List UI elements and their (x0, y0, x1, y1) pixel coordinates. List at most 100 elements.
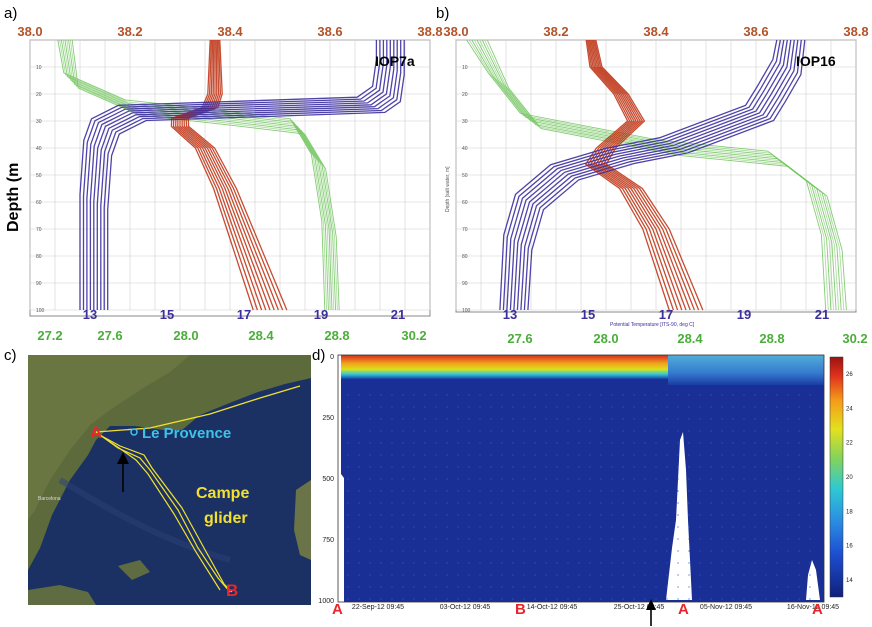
heatmap-sample-dot (358, 526, 360, 528)
salinity-tick-label: 38.2 (543, 24, 568, 39)
depth-tick-label: 10 (462, 65, 468, 71)
heatmap-sample-dot (798, 442, 800, 444)
map-corsica (294, 480, 311, 560)
heatmap-sample-dot (380, 430, 382, 432)
heatmap-sample-dot (556, 394, 558, 396)
heatmap-sample-dot (721, 550, 723, 552)
heatmap-sample-dot (600, 478, 602, 480)
heatmap-sample-dot (798, 478, 800, 480)
heatmap-sample-dot (391, 478, 393, 480)
heatmap-sample-dot (754, 418, 756, 420)
heatmap-sample-dot (743, 490, 745, 492)
heatmap-sample-dot (710, 550, 712, 552)
salinity-profile-line (591, 39, 691, 311)
heatmap-sample-dot (688, 574, 690, 576)
heatmap-sample-dot (732, 466, 734, 468)
temperature-tick-label: 17 (659, 307, 673, 322)
heatmap-sample-dot (391, 514, 393, 516)
heatmap-sample-dot (743, 406, 745, 408)
heatmap-sample-dot (655, 418, 657, 420)
heatmap-sample-dot (446, 502, 448, 504)
heatmap-sample-dot (501, 406, 503, 408)
heatmap-sample-dot (699, 598, 701, 600)
density-profile-line (484, 39, 845, 311)
panel-a-depth-ticks: 10 20 30 40 50 60 70 80 90 100 (36, 65, 45, 314)
temperature-tick-label: 21 (815, 307, 829, 322)
heatmap-sample-dot (743, 418, 745, 420)
density-tick-label: 30.2 (842, 331, 867, 346)
heatmap-sample-dot (798, 418, 800, 420)
heatmap-sample-dot (457, 430, 459, 432)
heatmap-sample-dot (391, 562, 393, 564)
heatmap-sample-dot (567, 490, 569, 492)
map-le-provence-label: Le Provence (142, 425, 231, 442)
heatmap-sample-dot (468, 598, 470, 600)
heatmap-sample-dot (798, 490, 800, 492)
heatmap-sample-dot (391, 442, 393, 444)
heatmap-sample-dot (391, 574, 393, 576)
heatmap-sample-dot (545, 562, 547, 564)
heatmap-sample-dot (721, 418, 723, 420)
heatmap-sample-dot (699, 490, 701, 492)
map-glider-label: glider (204, 510, 248, 527)
heatmap-sample-dot (655, 454, 657, 456)
heatmap-sample-dot (578, 502, 580, 504)
heatmap-sample-dot (512, 502, 514, 504)
heatmap-sample-dot (523, 394, 525, 396)
heatmap-sample-dot (688, 562, 690, 564)
heatmap-sample-dot (523, 430, 525, 432)
heatmap-sample-dot (633, 550, 635, 552)
heatmap-sample-dot (754, 454, 756, 456)
heatmap-arrow-head (646, 599, 656, 610)
heatmap-sample-dot (556, 502, 558, 504)
heatmap-sample-dot (347, 466, 349, 468)
heatmap-sample-dot (534, 514, 536, 516)
heatmap-sample-dot (424, 442, 426, 444)
heatmap-sample-dot (699, 466, 701, 468)
heatmap-sample-dot (809, 598, 811, 600)
heatmap-sample-dot (556, 406, 558, 408)
heatmap-sample-dot (501, 490, 503, 492)
panel-a-ylabel: Depth (m (5, 163, 22, 232)
temperature-profile-line (93, 40, 391, 310)
heatmap-sample-dot (699, 442, 701, 444)
heatmap-sample-dot (545, 478, 547, 480)
heatmap-sample-dot (358, 574, 360, 576)
heatmap-sample-dot (479, 406, 481, 408)
heatmap-sample-dot (424, 550, 426, 552)
temperature-profile-line (499, 39, 778, 311)
panel-b: b) 38.0 38.2 38.4 38.6 38.8 13 15 17 19 21 27.6 2… (436, 5, 869, 346)
heatmap-sample-dot (402, 454, 404, 456)
heatmap-sample-dot (402, 502, 404, 504)
panel-c-map: c) A Le Provence Campe glider B Barcelon… (4, 347, 311, 605)
heatmap-sample-dot (655, 550, 657, 552)
panel-b-temperature-ticks: 13 15 17 19 21 (503, 307, 829, 322)
heatmap-sample-dot (512, 418, 514, 420)
heatmap-sample-dot (512, 394, 514, 396)
heatmap-sample-dot (699, 406, 701, 408)
heatmap-sample-dot (743, 574, 745, 576)
heatmap-sample-dot (479, 478, 481, 480)
heatmap-sample-dot (743, 538, 745, 540)
heatmap-sample-dot (523, 454, 525, 456)
heatmap-sample-dot (809, 538, 811, 540)
heatmap-sample-dot (743, 394, 745, 396)
heatmap-sample-dot (391, 406, 393, 408)
heatmap-sample-dot (710, 526, 712, 528)
panel-b-grid (455, 39, 857, 311)
heatmap-sample-dot (622, 466, 624, 468)
heatmap-sample-dot (468, 586, 470, 588)
heatmap-sample-dot (523, 478, 525, 480)
heatmap-sample-dot (589, 406, 591, 408)
heatmap-sample-dot (809, 526, 811, 528)
heatmap-depth-tick: 500 (322, 476, 334, 483)
heatmap-sample-dot (424, 526, 426, 528)
heatmap-sample-dot (380, 586, 382, 588)
heatmap-sample-dot (347, 526, 349, 528)
heatmap-sample-dot (765, 478, 767, 480)
heatmap-sample-dot (556, 490, 558, 492)
heatmap-depth-tick: 1000 (318, 598, 334, 605)
heatmap-sample-dot (567, 502, 569, 504)
heatmap-sample-dot (677, 574, 679, 576)
heatmap-sample-dot (501, 394, 503, 396)
